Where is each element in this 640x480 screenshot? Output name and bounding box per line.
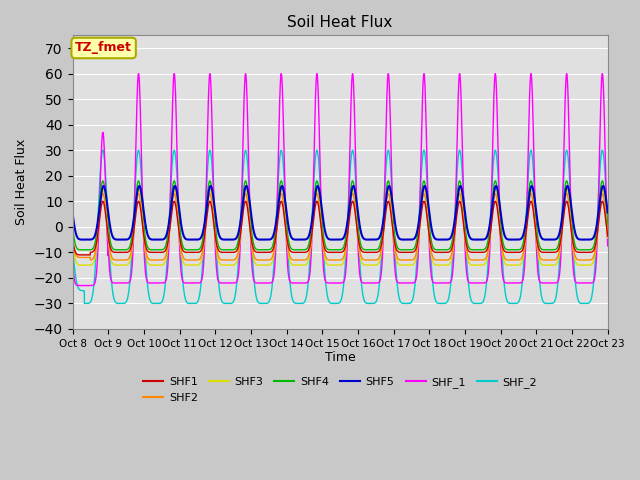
SHF4 [553,245,561,251]
SHF4 [604,223,612,228]
Line: SHF_2: SHF_2 [72,150,608,303]
SHF4 [604,221,611,227]
SHF5 [82,237,90,242]
SHF_2 [604,224,612,229]
SHF_2 [218,299,226,305]
SHF3 [604,233,611,239]
SHF_1 [598,71,606,76]
SHF_2 [81,300,89,306]
SHF_1 [553,280,561,286]
SHF_2 [68,243,76,249]
SHF3 [218,262,226,268]
SHF2 [553,255,561,261]
Text: TZ_fmet: TZ_fmet [76,41,132,55]
SHF3 [553,261,561,266]
SHF_1 [80,283,88,288]
SHF_1 [604,243,612,249]
SHF5 [604,210,612,216]
SHF_2 [392,270,400,276]
SHF5 [554,236,561,241]
SHF3 [68,235,76,241]
SHF1 [402,250,410,255]
SHF2 [598,191,606,196]
SHF2 [184,257,191,263]
SHF2 [68,237,76,242]
SHF_1 [392,276,400,282]
Line: SHF1: SHF1 [72,201,608,255]
SHF1 [392,246,400,252]
SHF1 [553,249,561,254]
SHF5 [492,183,500,189]
SHF1 [598,198,606,204]
SHF4 [598,178,606,184]
SHF_2 [402,300,410,306]
SHF1 [184,250,191,255]
SHF2 [218,257,226,263]
SHF1 [81,252,89,258]
SHF1 [604,233,612,239]
SHF_1 [218,280,226,286]
SHF5 [218,236,226,242]
SHF_2 [598,147,606,153]
SHF_1 [402,280,410,286]
SHF3 [81,262,89,268]
SHF4 [218,247,226,252]
SHF4 [184,247,191,252]
SHF_1 [68,255,76,261]
SHF_2 [553,288,561,294]
SHF_2 [184,300,191,306]
SHF1 [68,236,76,242]
SHF2 [604,232,611,238]
SHF4 [392,241,400,247]
Y-axis label: Soil Heat Flux: Soil Heat Flux [15,139,28,225]
SHF5 [402,237,410,242]
SHF1 [218,250,226,255]
SHF4 [68,223,76,228]
Line: SHF5: SHF5 [72,186,608,240]
SHF4 [81,247,89,252]
Title: Soil Heat Flux: Soil Heat Flux [287,15,393,30]
Line: SHF3: SHF3 [72,189,608,265]
Line: SHF_1: SHF_1 [72,73,608,286]
SHF3 [392,255,400,261]
Legend: SHF1, SHF2, SHF3, SHF4, SHF5, SHF_1, SHF_2: SHF1, SHF2, SHF3, SHF4, SHF5, SHF_1, SHF… [139,372,541,407]
SHF_1 [184,280,191,286]
X-axis label: Time: Time [324,351,355,364]
SHF1 [604,232,611,238]
SHF4 [402,247,410,252]
SHF5 [604,208,611,214]
SHF5 [184,237,191,242]
SHF3 [598,186,606,192]
SHF3 [402,262,410,268]
SHF_2 [604,221,611,227]
SHF5 [68,210,76,216]
SHF2 [116,257,124,263]
SHF3 [604,235,612,241]
Line: SHF4: SHF4 [72,181,608,250]
Line: SHF2: SHF2 [72,193,608,260]
SHF2 [392,251,400,257]
SHF2 [402,257,410,263]
SHF_1 [604,239,611,245]
SHF2 [604,234,612,240]
SHF5 [392,228,400,233]
SHF3 [184,262,191,268]
